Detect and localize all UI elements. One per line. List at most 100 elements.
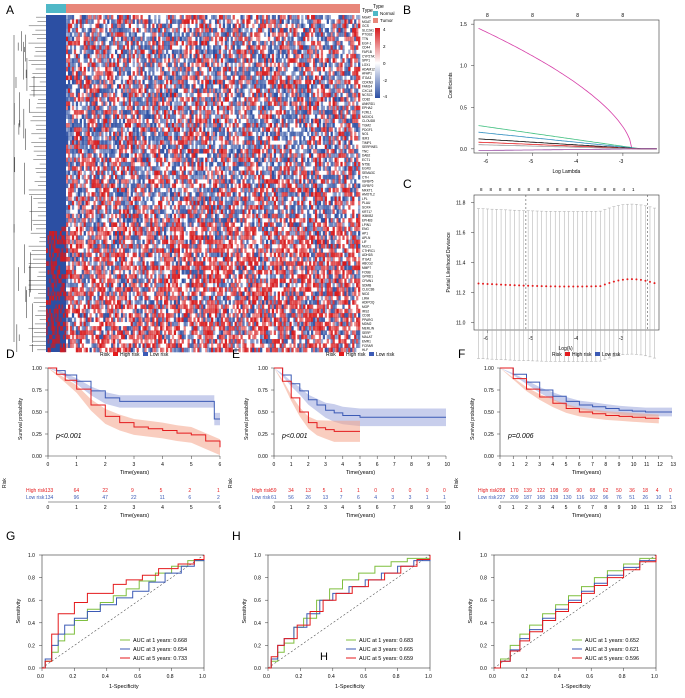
heatmap-cell xyxy=(248,144,251,150)
heatmap-cell xyxy=(191,118,194,124)
heatmap-cell xyxy=(220,166,224,171)
heatmap-cell xyxy=(148,166,151,171)
heatmap-cell xyxy=(336,66,339,72)
heatmap-cell xyxy=(275,75,278,81)
heatmap-cell xyxy=(148,40,151,46)
heatmap-cell xyxy=(140,53,143,59)
heatmap-cell xyxy=(158,114,161,119)
heatmap-cell xyxy=(95,127,98,132)
heatmap-cell xyxy=(330,140,333,145)
heatmap-cell xyxy=(293,110,296,115)
heatmap-cell xyxy=(91,40,94,46)
heatmap-cell xyxy=(260,174,263,180)
heatmap-cell xyxy=(258,92,261,98)
heatmap-cell xyxy=(228,15,231,20)
heatmap-cell xyxy=(275,192,278,197)
heatmap-cell xyxy=(122,53,126,59)
heatmap-cell xyxy=(299,40,302,46)
heatmap-cell xyxy=(295,114,298,119)
heatmap-cell xyxy=(348,49,351,55)
heatmap-cell xyxy=(195,75,198,81)
heatmap-cell xyxy=(111,88,114,94)
heatmap-cell xyxy=(189,192,192,197)
heatmap-cell xyxy=(95,183,98,189)
heatmap-cell xyxy=(283,101,286,107)
heatmap-cell xyxy=(297,97,300,102)
heatmap-cell xyxy=(299,183,302,189)
heatmap-cell xyxy=(156,157,159,163)
heatmap-cell xyxy=(332,161,335,167)
heatmap-cell xyxy=(154,79,157,85)
heatmap-cell xyxy=(338,19,341,24)
heatmap-cell xyxy=(307,79,310,85)
heatmap-cell xyxy=(314,15,318,20)
heatmap-cell xyxy=(322,192,326,197)
heatmap-cell xyxy=(234,62,237,68)
heatmap-cell xyxy=(340,15,343,20)
heatmap-cell xyxy=(95,123,98,128)
heatmap-cell xyxy=(107,179,110,184)
heatmap-cell xyxy=(358,123,361,128)
heatmap-cell xyxy=(356,27,359,33)
heatmap-cell xyxy=(336,179,339,184)
heatmap-cell xyxy=(263,157,267,163)
heatmap-cell xyxy=(152,123,155,128)
heatmap-cell xyxy=(216,196,220,202)
heatmap-cell xyxy=(287,45,290,50)
heatmap-cell xyxy=(236,58,239,63)
heatmap-cell xyxy=(97,192,100,197)
heatmap-cell xyxy=(287,170,290,176)
heatmap-cell xyxy=(193,135,196,141)
heatmap-cell xyxy=(93,88,96,94)
heatmap-cell xyxy=(171,75,175,81)
heatmap-cell xyxy=(197,88,200,94)
heatmap-cell xyxy=(356,105,359,111)
heatmap-cell xyxy=(262,114,265,119)
heatmap-cell xyxy=(205,131,208,137)
heatmap-cell xyxy=(336,187,339,193)
heatmap-cell xyxy=(295,140,298,145)
heatmap-cell xyxy=(93,140,96,145)
heatmap-cell xyxy=(91,127,94,132)
heatmap-cell xyxy=(67,123,71,128)
heatmap-cell xyxy=(148,19,151,24)
heatmap-cell xyxy=(240,170,243,176)
heatmap-cell xyxy=(220,153,224,158)
heatmap-cell xyxy=(142,157,145,163)
heatmap-cell xyxy=(250,88,253,94)
heatmap-cell xyxy=(67,161,71,167)
heatmap-cell xyxy=(69,32,73,37)
heatmap-cell xyxy=(322,110,326,115)
heatmap-cell xyxy=(169,19,173,24)
heatmap-cell xyxy=(130,157,133,163)
heatmap-cell xyxy=(75,75,79,81)
heatmap-cell xyxy=(262,79,265,85)
heatmap-cell xyxy=(267,114,271,119)
heatmap-cell xyxy=(350,127,353,132)
heatmap-cell xyxy=(179,123,182,128)
heatmap-cell xyxy=(352,196,355,202)
heatmap-cell xyxy=(183,66,186,72)
heatmap-cell xyxy=(332,58,335,63)
heatmap-cell xyxy=(156,166,159,171)
heatmap-cell xyxy=(244,183,247,189)
heatmap-cell xyxy=(246,166,249,171)
heatmap-cell xyxy=(105,148,108,154)
heatmap-cell xyxy=(252,49,255,55)
heatmap-cell xyxy=(164,174,167,180)
heatmap-cell xyxy=(197,62,200,68)
heatmap-cell xyxy=(258,157,261,163)
heatmap-cell xyxy=(287,58,290,63)
heatmap-cell xyxy=(250,66,253,72)
heatmap-cell xyxy=(75,114,79,119)
heatmap-cell xyxy=(203,53,206,59)
heatmap-cell xyxy=(89,62,92,68)
heatmap-cell xyxy=(248,196,251,202)
heatmap-cell xyxy=(107,105,110,111)
heatmap-cell xyxy=(116,66,120,72)
heatmap-cell xyxy=(69,62,73,68)
heatmap-cell xyxy=(260,53,263,59)
heatmap-cell xyxy=(334,84,337,89)
heatmap-cell xyxy=(152,49,155,55)
heatmap-cell xyxy=(344,153,347,158)
